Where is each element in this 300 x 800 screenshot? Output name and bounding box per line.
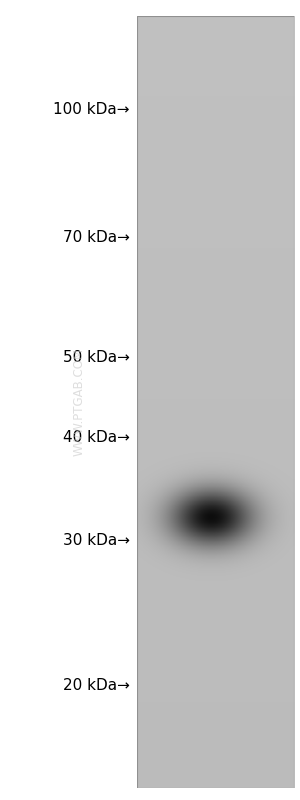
Text: 100 kDa→: 100 kDa→ [53, 102, 130, 118]
Text: 70 kDa→: 70 kDa→ [63, 230, 130, 245]
Text: 40 kDa→: 40 kDa→ [63, 430, 130, 445]
Text: 50 kDa→: 50 kDa→ [63, 350, 130, 365]
Text: WWW.PTGAB.COM: WWW.PTGAB.COM [73, 348, 86, 456]
Text: 30 kDa→: 30 kDa→ [63, 533, 130, 548]
Text: 20 kDa→: 20 kDa→ [63, 678, 130, 693]
